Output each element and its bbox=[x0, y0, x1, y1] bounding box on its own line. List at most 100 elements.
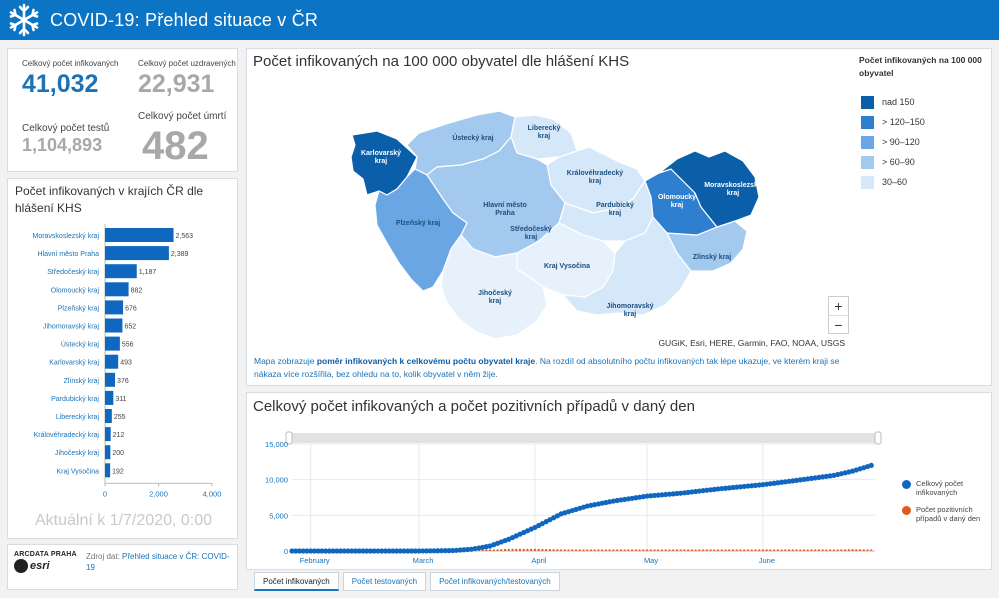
cumulative-point[interactable] bbox=[401, 548, 407, 554]
cumulative-point[interactable] bbox=[644, 493, 650, 499]
cumulative-point[interactable] bbox=[756, 482, 762, 488]
cumulative-point[interactable] bbox=[300, 548, 306, 554]
cumulative-point[interactable] bbox=[308, 548, 314, 554]
tab-1[interactable]: Počet infikovaných bbox=[254, 572, 339, 591]
cumulative-point[interactable] bbox=[371, 548, 377, 554]
bar[interactable] bbox=[105, 427, 111, 442]
bar[interactable] bbox=[105, 264, 137, 279]
cumulative-point[interactable] bbox=[375, 548, 381, 554]
tab-3[interactable]: Počet infikovaných/testovaných bbox=[430, 572, 560, 591]
cumulative-point[interactable] bbox=[311, 548, 318, 554]
cumulative-point[interactable] bbox=[289, 548, 295, 554]
cumulative-point[interactable] bbox=[741, 483, 747, 490]
cumulative-point[interactable] bbox=[360, 548, 366, 554]
cumulative-point[interactable] bbox=[737, 484, 744, 490]
source-link[interactable]: Přehled situace v ČR: COVID-19 bbox=[86, 552, 230, 572]
cumulative-point[interactable] bbox=[349, 548, 355, 554]
map-region[interactable] bbox=[658, 150, 760, 228]
cumulative-point[interactable] bbox=[457, 547, 463, 553]
cumulative-point[interactable] bbox=[435, 548, 441, 554]
cumulative-point[interactable] bbox=[438, 548, 445, 554]
legend-item-total[interactable]: Celkový počet infikovaných bbox=[902, 479, 990, 497]
cumulative-point[interactable] bbox=[453, 547, 460, 553]
cumulative-point[interactable] bbox=[382, 548, 389, 554]
cumulative-point[interactable] bbox=[326, 548, 332, 554]
cumulative-point[interactable] bbox=[412, 548, 418, 554]
bar[interactable] bbox=[105, 282, 129, 297]
cumulative-point[interactable] bbox=[734, 484, 740, 490]
bar[interactable] bbox=[105, 246, 169, 261]
bar[interactable] bbox=[105, 228, 174, 242]
cumulative-point[interactable] bbox=[465, 546, 471, 553]
cumulative-point[interactable] bbox=[356, 548, 362, 554]
zoom-in-button[interactable]: + bbox=[834, 298, 843, 314]
cumulative-point[interactable] bbox=[379, 548, 385, 554]
cumulative-point[interactable] bbox=[655, 492, 661, 498]
cumulative-point[interactable] bbox=[715, 486, 721, 492]
cumulative-point[interactable] bbox=[390, 548, 396, 554]
legend-item-daily[interactable]: Počet pozitivních případů v daný den bbox=[902, 505, 990, 523]
cumulative-point[interactable] bbox=[334, 548, 340, 554]
bar[interactable] bbox=[105, 354, 119, 369]
cumulative-point[interactable] bbox=[315, 548, 321, 554]
cumulative-point[interactable] bbox=[659, 492, 665, 498]
cumulative-point[interactable] bbox=[450, 547, 456, 554]
cumulative-point[interactable] bbox=[394, 548, 400, 554]
cumulative-point[interactable] bbox=[442, 548, 448, 554]
map-region[interactable] bbox=[440, 234, 548, 340]
cumulative-point[interactable] bbox=[726, 485, 732, 491]
cumulative-point[interactable] bbox=[670, 491, 676, 497]
cumulative-point[interactable] bbox=[420, 548, 426, 554]
czech-regions-map[interactable]: Karlovarský kraj Ústecký kraj Liberecký kraj… bbox=[247, 73, 853, 348]
bar[interactable] bbox=[105, 372, 116, 387]
cumulative-point[interactable] bbox=[352, 548, 359, 554]
cumulative-point[interactable] bbox=[648, 493, 654, 499]
range-slider-left-handle[interactable] bbox=[285, 431, 293, 445]
cumulative-point[interactable] bbox=[749, 483, 755, 489]
cumulative-point[interactable] bbox=[416, 548, 422, 554]
cumulative-point[interactable] bbox=[397, 548, 403, 554]
map-region[interactable] bbox=[561, 215, 692, 316]
range-slider-right-handle[interactable] bbox=[874, 431, 882, 445]
cumulative-point[interactable] bbox=[304, 548, 310, 554]
cumulative-point[interactable] bbox=[461, 547, 467, 553]
bar[interactable] bbox=[105, 318, 123, 333]
cumulative-point[interactable] bbox=[296, 548, 303, 554]
cumulative-point[interactable] bbox=[431, 548, 437, 554]
bar[interactable] bbox=[105, 390, 114, 405]
cumulative-point[interactable] bbox=[663, 491, 669, 498]
cumulative-point[interactable] bbox=[427, 548, 433, 554]
cumulative-point[interactable] bbox=[367, 548, 374, 554]
zoom-out-button[interactable]: − bbox=[829, 315, 848, 333]
cumulative-point[interactable] bbox=[408, 548, 415, 554]
cumulative-point[interactable] bbox=[345, 548, 351, 554]
cumulative-point[interactable] bbox=[868, 462, 874, 468]
cumulative-point[interactable] bbox=[730, 484, 736, 491]
region-bar-chart: Moravskoslezský kraj 2,563 Hlavní město Pr… bbox=[32, 224, 221, 498]
cumulative-point[interactable] bbox=[674, 490, 680, 497]
cumulative-point[interactable] bbox=[364, 548, 370, 554]
cumulative-point[interactable] bbox=[666, 491, 673, 497]
cumulative-point[interactable] bbox=[337, 548, 344, 554]
cumulative-point[interactable] bbox=[446, 548, 452, 554]
cumulative-point[interactable] bbox=[651, 492, 658, 499]
cumulative-point[interactable] bbox=[386, 548, 392, 554]
cumulative-point[interactable] bbox=[752, 482, 759, 488]
cumulative-point[interactable] bbox=[330, 548, 336, 554]
tab-2[interactable]: Počet testovaných bbox=[342, 572, 427, 591]
cumulative-point[interactable] bbox=[722, 485, 729, 491]
cumulative-point[interactable] bbox=[405, 548, 411, 554]
cumulative-point[interactable] bbox=[319, 548, 325, 554]
bar[interactable] bbox=[105, 409, 112, 423]
cumulative-point[interactable] bbox=[323, 548, 329, 554]
cumulative-point[interactable] bbox=[423, 548, 430, 554]
bar[interactable] bbox=[105, 463, 111, 478]
cumulative-point[interactable] bbox=[745, 483, 751, 489]
bar[interactable] bbox=[105, 336, 120, 351]
cumulative-point[interactable] bbox=[341, 548, 347, 554]
bar[interactable] bbox=[105, 300, 124, 315]
range-slider-track[interactable] bbox=[287, 433, 880, 443]
bar[interactable] bbox=[105, 445, 111, 460]
cumulative-point[interactable] bbox=[293, 548, 299, 554]
cumulative-point[interactable] bbox=[719, 485, 725, 492]
